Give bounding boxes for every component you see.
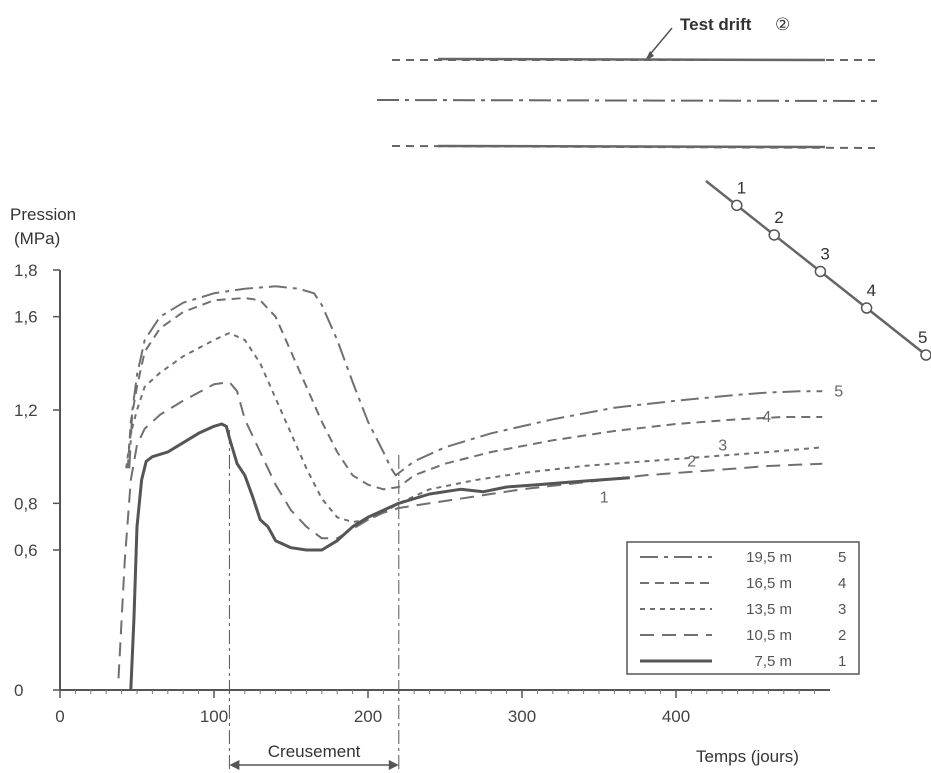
x-axis-title: Temps (jours) [696, 747, 799, 766]
series-tag-5: 5 [834, 383, 843, 400]
legend-label-2: 10,5 m [746, 627, 792, 644]
drift-wall-top-solid [437, 57, 826, 62]
series-tag-4: 4 [762, 409, 771, 426]
borehole-point [860, 302, 873, 314]
legend-label-1: 7,5 m [754, 653, 792, 670]
y-tick-label: 0 [14, 681, 23, 700]
legend-box [626, 541, 860, 675]
test-drift-diagram: Test drift ② 1 2 3 4 5 [376, 15, 931, 361]
borehole-point [814, 265, 827, 278]
creusement-arrowhead-right [388, 760, 399, 770]
legend-tag-1: 1 [838, 653, 846, 670]
borehole-point-label: 2 [774, 208, 783, 227]
legend-label-4: 16,5 m [746, 575, 792, 592]
series-line-4 [126, 297, 823, 491]
y-ticks: 0 0,6 0,8 1,2 1,6 1,8 [14, 261, 60, 700]
legend-tag-3: 3 [838, 601, 846, 618]
borehole-point-label: 1 [737, 178, 746, 197]
series-line-2 [117, 381, 823, 679]
legend-label-5: 19,5 m [746, 549, 792, 566]
legend-tag-5: 5 [838, 549, 846, 566]
y-axis-title: Pression [10, 205, 76, 224]
x-tick-label: 300 [508, 707, 536, 726]
legend-label-3: 13,5 m [746, 601, 792, 618]
chart-axes: Pression (MPa) Temps (jours) 0 100 200 300 4… [10, 205, 830, 766]
x-tick-label: 200 [354, 707, 382, 726]
y-tick-label: 1,2 [14, 401, 38, 420]
borehole-point [920, 349, 931, 361]
x-tick-label: 0 [55, 707, 64, 726]
series-line-1 [129, 422, 630, 691]
test-drift-title: Test drift [680, 15, 752, 34]
legend-tag-2: 2 [838, 627, 846, 644]
series-tag-3: 3 [718, 437, 727, 454]
y-tick-label: 0,6 [14, 541, 38, 560]
legend-entries: 19,5 m 5 16,5 m 4 13,5 m 3 10,5 m 2 7,5 m 1 [640, 549, 846, 670]
creusement-annotation: Creusement [228, 430, 400, 770]
borehole-point-label: 4 [867, 281, 876, 300]
y-tick-label: 1,8 [14, 261, 38, 280]
borehole-point-label: 3 [820, 244, 829, 263]
x-tick-label: 100 [200, 707, 228, 726]
series-lines [117, 285, 823, 691]
drift-wall-bottom-solid [437, 144, 826, 149]
creusement-arrowhead-left [229, 760, 240, 770]
series-tag-1: 1 [600, 490, 609, 507]
series-tag-2: 2 [687, 454, 696, 471]
x-ticks: 0 100 200 300 400 [55, 690, 816, 726]
series-tags: 5 4 3 2 1 [600, 383, 844, 506]
x-tick-label: 400 [662, 707, 690, 726]
test-drift-symbol: ② [775, 15, 790, 34]
series-line-5 [128, 285, 823, 477]
borehole-point [768, 229, 780, 241]
legend: 19,5 m 5 16,5 m 4 13,5 m 3 10,5 m 2 7,5 m 1 [626, 541, 860, 675]
drift-axis [376, 99, 878, 102]
y-axis-unit: (MPa) [14, 229, 60, 248]
legend-tag-4: 4 [838, 575, 846, 592]
y-tick-label: 1,6 [14, 308, 38, 327]
y-tick-label: 0,8 [14, 494, 38, 513]
creusement-label: Creusement [268, 742, 361, 761]
borehole-point [731, 199, 743, 212]
series-line-3 [125, 332, 823, 523]
borehole-point-label: 5 [918, 328, 927, 347]
borehole-points: 1 2 3 4 5 [731, 178, 931, 361]
